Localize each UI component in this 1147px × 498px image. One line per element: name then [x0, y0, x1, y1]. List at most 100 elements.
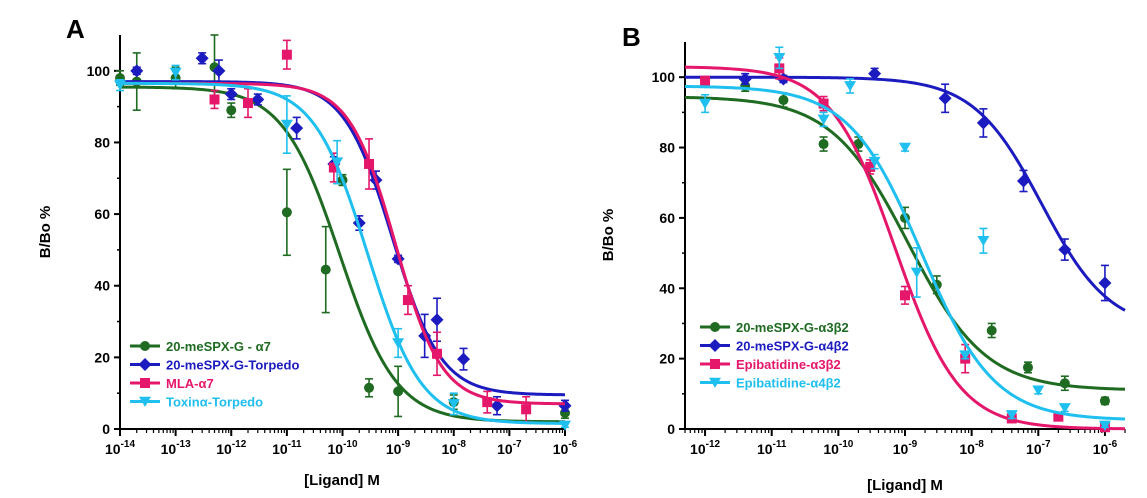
- x-tick-label: 10-6: [1093, 439, 1118, 457]
- legend-label: MLA-α7: [166, 376, 214, 391]
- x-tick-label: 10-13: [161, 439, 191, 457]
- data-point: [328, 162, 339, 173]
- fit-curve: [120, 80, 566, 397]
- data-point: [251, 92, 265, 106]
- y-tick-label: 100: [87, 63, 111, 79]
- data-point: [1053, 411, 1064, 422]
- legend-label: Epibatidine-α4β2: [736, 376, 841, 391]
- series-0: [684, 79, 1126, 406]
- data-point: [986, 325, 997, 336]
- fit-curve: [684, 95, 1126, 391]
- data-point: [114, 80, 126, 91]
- data-point: [364, 158, 375, 169]
- data-point: [818, 139, 829, 150]
- data-point: [195, 51, 209, 65]
- x-axis-title: [Ligand] M: [304, 472, 380, 489]
- fit-curve: [120, 81, 566, 425]
- data-point: [447, 399, 460, 410]
- data-point: [938, 91, 952, 105]
- fit-curve: [120, 81, 566, 406]
- data-point: [1059, 378, 1070, 389]
- data-point: [1058, 243, 1072, 257]
- data-point: [457, 352, 471, 366]
- y-tick-label: 20: [659, 351, 675, 367]
- data-point: [281, 207, 292, 218]
- y-axis-title: B/Bo %: [600, 209, 617, 262]
- legend-entry: MLA-α7: [130, 376, 214, 391]
- legend-entry: Toxinα-Torpedo: [130, 395, 263, 410]
- legend-label: Toxinα-Torpedo: [166, 395, 263, 410]
- chart-panel-B: B 0 20 40 60 80 100 10-12 10-11 10-10 10-9 10-8 10-7…: [600, 22, 1126, 494]
- series-1: [685, 67, 1126, 312]
- x-tick-label: 10-6: [553, 439, 578, 457]
- data-point: [778, 95, 789, 106]
- data-point: [432, 348, 443, 359]
- y-tick-label: 80: [94, 134, 110, 150]
- data-point: [169, 67, 182, 79]
- x-tick-label: 10-7: [497, 439, 522, 457]
- x-tick-label: 10-14: [105, 439, 135, 457]
- legend-marker: [710, 322, 720, 332]
- y-tick-label: 40: [659, 280, 675, 296]
- data-point: [521, 404, 532, 415]
- y-tick-label: 40: [94, 278, 110, 294]
- data-point: [868, 67, 882, 81]
- legend-label: 20-meSPX-G - α7: [166, 339, 271, 354]
- panel-label: A: [66, 14, 85, 44]
- x-tick-label: 10-10: [823, 439, 853, 457]
- data-point: [430, 313, 444, 327]
- data-point: [1032, 385, 1045, 396]
- x-tick-label: 10-10: [327, 439, 357, 457]
- y-tick-label: 0: [667, 421, 675, 437]
- data-point: [224, 87, 238, 101]
- data-point: [865, 161, 876, 172]
- data-point: [281, 49, 292, 60]
- x-tick-label: 10-9: [893, 439, 918, 457]
- x-axis-title: [Ligand] M: [867, 477, 943, 494]
- data-point: [900, 290, 910, 301]
- data-point: [818, 98, 829, 109]
- data-point: [699, 98, 712, 109]
- data-point: [482, 397, 493, 408]
- legend-marker: [140, 378, 150, 388]
- data-point: [490, 399, 504, 413]
- chart-panel-A: A 0 20 40 60 80 100 10-14 10-13 10-12 10-11 10-10 10…: [37, 14, 578, 489]
- legend-label: 20-meSPX-G-α4β2: [736, 339, 849, 354]
- panel-label: B: [622, 22, 641, 52]
- data-point: [559, 420, 571, 431]
- x-tick-label: 10-11: [272, 439, 302, 457]
- data-point: [402, 295, 413, 306]
- data-point: [977, 235, 990, 247]
- data-point: [1022, 362, 1033, 373]
- legend-entry: Epibatidine-α3β2: [700, 357, 841, 372]
- x-tick-label: 10-8: [959, 439, 984, 457]
- legend-entry: 20-meSPX-G-α3β2: [700, 320, 849, 335]
- legend-entry: 20-meSPX-G-α4β2: [700, 339, 849, 354]
- x-tick-label: 10-7: [1026, 439, 1051, 457]
- data-point: [844, 81, 857, 92]
- y-tick-label: 0: [102, 421, 110, 437]
- data-point: [1058, 403, 1071, 414]
- data-point: [959, 350, 972, 361]
- legend-entry: Epibatidine-α4β2: [700, 376, 841, 391]
- legend-marker: [708, 339, 722, 352]
- y-tick-label: 100: [652, 69, 676, 85]
- data-point: [393, 386, 404, 397]
- data-point: [899, 142, 911, 153]
- data-point: [209, 94, 220, 105]
- data-point: [1099, 395, 1110, 406]
- data-point: [364, 382, 375, 393]
- data-point: [1005, 410, 1018, 421]
- data-point: [700, 75, 711, 86]
- data-point: [280, 119, 293, 130]
- legend-marker: [140, 341, 150, 351]
- data-point: [738, 72, 752, 86]
- legend-entry: 20-meSPX-G-Torpedo: [130, 358, 299, 373]
- data-point: [130, 64, 144, 78]
- data-point: [331, 157, 344, 168]
- data-point: [1017, 174, 1031, 188]
- legend-entry: 20-meSPX-G - α7: [130, 339, 271, 354]
- data-point: [242, 98, 253, 109]
- legend-marker: [709, 377, 721, 388]
